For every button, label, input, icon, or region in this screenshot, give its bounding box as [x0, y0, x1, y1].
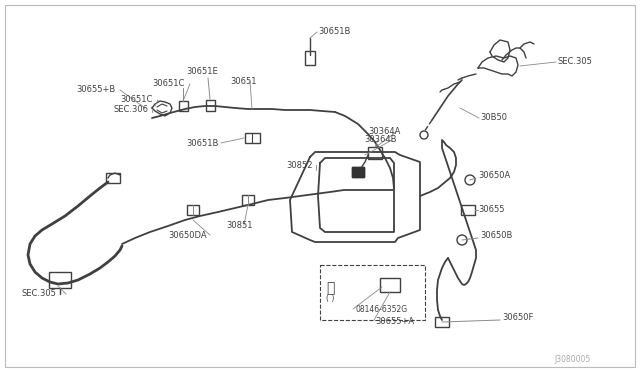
Bar — [380, 278, 400, 292]
Bar — [368, 147, 382, 159]
Text: 30650F: 30650F — [502, 314, 533, 323]
Text: 30650A: 30650A — [478, 170, 510, 180]
Bar — [106, 173, 120, 183]
Bar — [205, 99, 214, 110]
Text: SEC.306: SEC.306 — [114, 106, 149, 115]
Bar — [461, 205, 475, 215]
Text: 30655+A: 30655+A — [375, 317, 414, 327]
Text: 30651B: 30651B — [186, 138, 218, 148]
Bar — [244, 133, 259, 143]
Text: J3080005: J3080005 — [554, 356, 590, 365]
Text: 30651C: 30651C — [120, 96, 152, 105]
Bar — [242, 195, 254, 205]
Bar — [305, 51, 315, 65]
Bar — [352, 167, 364, 177]
Text: 30852: 30852 — [286, 160, 312, 170]
Text: 30650B: 30650B — [480, 231, 513, 241]
Text: 30655: 30655 — [478, 205, 504, 215]
Text: 30655+B: 30655+B — [76, 86, 115, 94]
Bar — [179, 101, 188, 111]
Text: 30851: 30851 — [226, 221, 253, 230]
Text: 30651C: 30651C — [152, 80, 184, 89]
Bar — [435, 317, 449, 327]
Text: 30651B: 30651B — [318, 28, 350, 36]
Text: Ⓢ: Ⓢ — [326, 281, 334, 295]
Text: SEC.305: SEC.305 — [558, 58, 593, 67]
Bar — [49, 272, 71, 288]
Bar — [187, 205, 199, 215]
Text: 30B50: 30B50 — [480, 113, 507, 122]
Text: 30650DA: 30650DA — [168, 231, 207, 240]
Bar — [320, 265, 425, 320]
Bar — [352, 167, 364, 177]
Text: 30364B: 30364B — [364, 135, 397, 144]
Text: 08146-6352G: 08146-6352G — [355, 305, 407, 314]
Text: ( ): ( ) — [326, 294, 334, 302]
Text: SEC.305: SEC.305 — [22, 289, 57, 298]
Text: 30651: 30651 — [230, 77, 257, 87]
Text: 30364A: 30364A — [368, 128, 401, 137]
Text: 30651E: 30651E — [186, 67, 218, 77]
